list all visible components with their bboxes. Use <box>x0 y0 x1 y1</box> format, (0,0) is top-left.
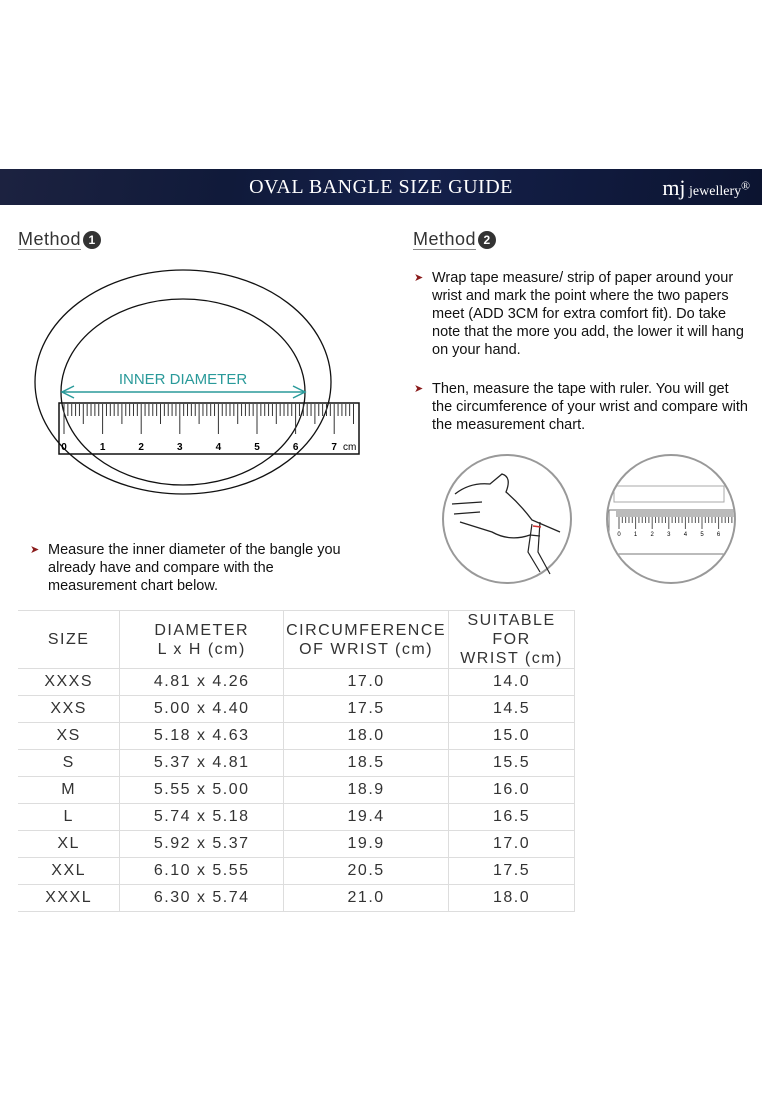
table-cell: 19.9 <box>283 830 450 858</box>
table-cell: 6.10 x 5.55 <box>119 857 285 885</box>
table-cell: L <box>18 803 121 831</box>
column-header: SIZE <box>18 610 121 669</box>
table-cell: 21.0 <box>283 884 450 912</box>
column-header: SUITABLE FOR WRIST (cm) <box>448 610 575 669</box>
number-badge: 1 <box>83 231 102 249</box>
table-row: XXL 6.10 x 5.55 20.5 17.5 <box>18 857 575 885</box>
bangle-diagram: INNER DIAMETER 0 1 2 3 4 5 6 7 cm <box>34 269 360 495</box>
table-cell: XXS <box>18 695 121 723</box>
ruler-label: 5 <box>700 532 704 538</box>
column-header: DIAMETER L x H (cm) <box>119 610 285 669</box>
ruler-label: 2 <box>651 532 655 538</box>
page-title: OVAL BANGLE SIZE GUIDE <box>249 176 513 198</box>
ruler-label: 4 <box>216 442 222 453</box>
table-cell: 14.0 <box>448 668 575 696</box>
table-cell: 16.0 <box>448 776 575 804</box>
table-cell: 18.0 <box>448 884 575 912</box>
ruler-label: 2 <box>138 442 144 453</box>
table-cell: 4.81 x 4.26 <box>119 668 285 696</box>
ruler-illustration: 0 1 2 3 4 5 6 <box>606 454 736 584</box>
ruler-label: 3 <box>667 532 671 538</box>
size-chart-table: SIZE DIAMETER L x H (cm) CIRCUMFERENCE OF … <box>18 610 575 912</box>
table-cell: 5.74 x 5.18 <box>119 803 285 831</box>
column-header: CIRCUMFERENCE OF WRIST (cm) <box>283 610 450 669</box>
ruler-unit: cm <box>343 442 356 453</box>
table-cell: 5.37 x 4.81 <box>119 749 285 777</box>
table-cell: 5.92 x 5.37 <box>119 830 285 858</box>
table-row: XXXL 6.30 x 5.74 21.0 18.0 <box>18 884 575 912</box>
table-cell: 18.0 <box>283 722 450 750</box>
table-cell: XXXL <box>18 884 121 912</box>
ruler-label: 1 <box>100 442 106 453</box>
table-cell: M <box>18 776 121 804</box>
brand-logo: mj jewellery® <box>662 175 750 200</box>
inner-diameter-label: INNER DIAMETER <box>119 371 248 388</box>
table-cell: 17.5 <box>448 857 575 885</box>
hand-icon <box>451 473 561 539</box>
table-row: XXS 5.00 x 4.40 17.5 14.5 <box>18 695 575 723</box>
table-cell: 16.5 <box>448 803 575 831</box>
table-cell: 17.0 <box>448 830 575 858</box>
table-row: XL 5.92 x 5.37 19.9 17.0 <box>18 830 575 858</box>
table-cell: 5.18 x 4.63 <box>119 722 285 750</box>
number-badge: 2 <box>478 231 497 249</box>
table-cell: 5.55 x 5.00 <box>119 776 285 804</box>
table-cell: 5.00 x 4.40 <box>119 695 285 723</box>
table-cell: XL <box>18 830 121 858</box>
table-cell: 15.5 <box>448 749 575 777</box>
table-row: M 5.55 x 5.00 18.9 16.0 <box>18 776 575 804</box>
method-1-instruction: ➤ Measure the inner diameter of the bangl… <box>30 542 341 594</box>
ruler-label: 1 <box>634 532 638 538</box>
table-cell: 18.5 <box>283 749 450 777</box>
wrist-illustration <box>442 454 572 584</box>
method-2-step-2: ➤ Then, measure the tape with ruler. You … <box>414 381 748 433</box>
table-row: S 5.37 x 4.81 18.5 15.5 <box>18 749 575 777</box>
table-header-row: SIZE DIAMETER L x H (cm) CIRCUMFERENCE OF … <box>18 610 575 669</box>
ruler: 0 1 2 3 4 5 6 7 <box>58 402 360 455</box>
table-cell: 6.30 x 5.74 <box>119 884 285 912</box>
table-cell: 15.0 <box>448 722 575 750</box>
method-label: Method <box>18 229 82 250</box>
table-row: XXXS 4.81 x 4.26 17.0 14.0 <box>18 668 575 696</box>
header-banner: OVAL BANGLE SIZE GUIDE mj jewellery® <box>0 169 762 205</box>
table-row: XS 5.18 x 4.63 18.0 15.0 <box>18 722 575 750</box>
ruler-label: 4 <box>684 532 688 538</box>
table-cell: XXL <box>18 857 121 885</box>
table-row: L 5.74 x 5.18 19.4 16.5 <box>18 803 575 831</box>
method-2-heading: Method 2 <box>413 229 497 250</box>
table-cell: XXXS <box>18 668 121 696</box>
method-label: Method <box>413 229 477 250</box>
ruler-label: 3 <box>177 442 183 453</box>
ruler-label: 6 <box>293 442 299 453</box>
method-1-heading: Method 1 <box>18 229 102 250</box>
ruler-label: 7 <box>331 442 337 453</box>
ruler-label: 0 <box>61 442 67 453</box>
table-cell: 18.9 <box>283 776 450 804</box>
table-cell: 14.5 <box>448 695 575 723</box>
ruler-label: 5 <box>254 442 260 453</box>
method-2-step-1: ➤ Wrap tape measure/ strip of paper aroun… <box>414 270 744 358</box>
ruler-label: 0 <box>617 532 621 538</box>
table-cell: 20.5 <box>283 857 450 885</box>
tape-icon <box>527 521 551 575</box>
ruler-label: 6 <box>717 532 721 538</box>
table-cell: XS <box>18 722 121 750</box>
table-cell: 17.0 <box>283 668 450 696</box>
table-cell: S <box>18 749 121 777</box>
outer-ellipse <box>34 269 332 495</box>
table-cell: 19.4 <box>283 803 450 831</box>
table-cell: 17.5 <box>283 695 450 723</box>
